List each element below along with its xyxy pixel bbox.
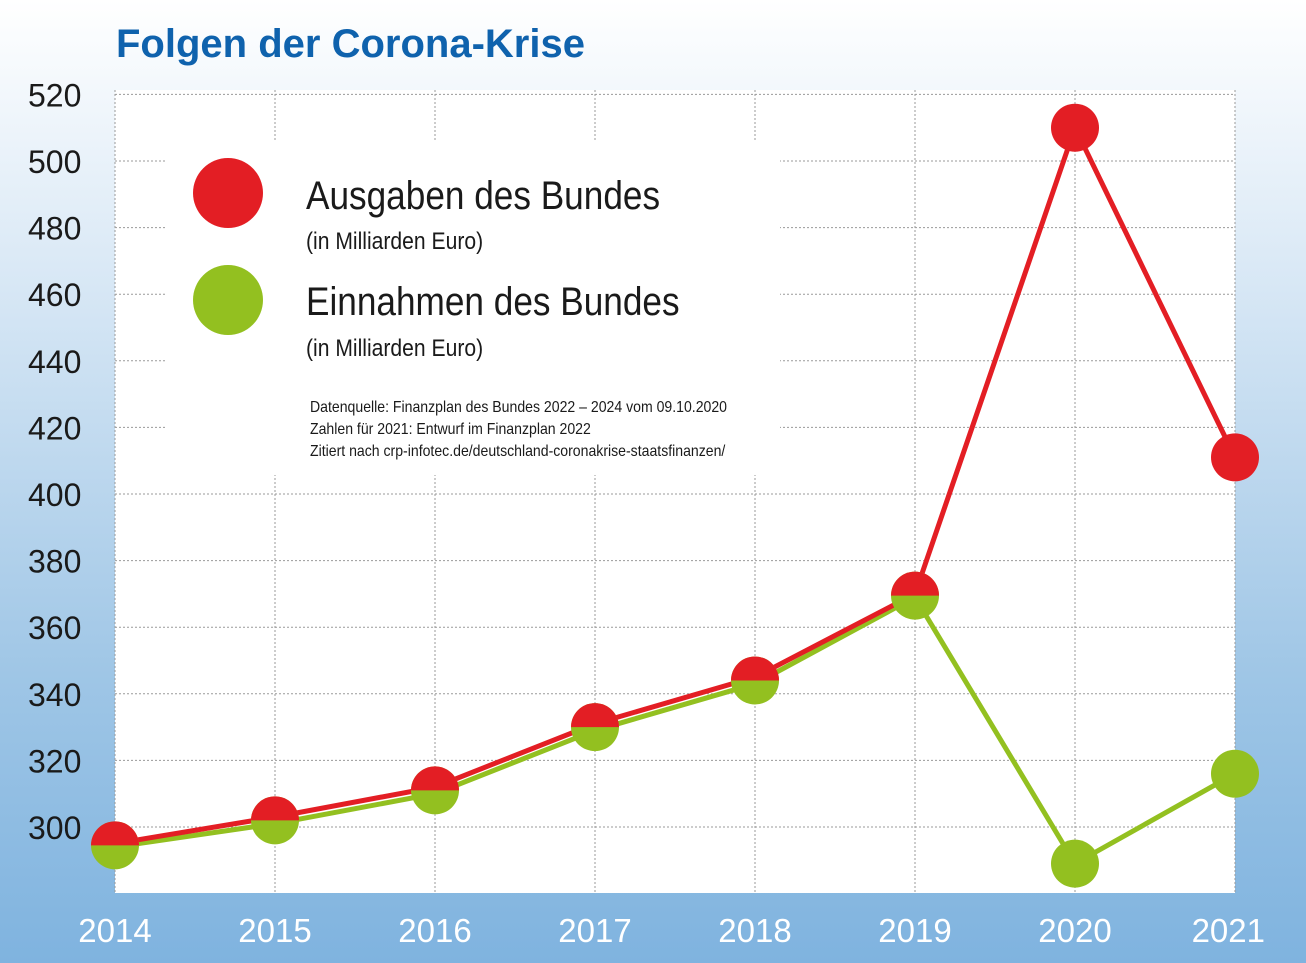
legend-background [165,140,780,475]
point-ausgaben [731,656,780,681]
legend-sublabel-einnahmen: (in Milliarden Euro) [306,335,483,362]
legend-marker-ausgaben [193,158,263,228]
x-tick-label: 2020 [1038,912,1111,949]
y-tick-label: 300 [28,810,81,846]
y-tick-label: 480 [28,211,81,247]
series-layer [91,103,1259,888]
y-tick-label: 400 [28,477,81,513]
y-tick-label: 320 [28,743,81,779]
point-ausgaben [891,571,939,596]
x-tick-label: 2016 [398,912,471,949]
y-tick-label: 460 [28,277,81,313]
point-ausgaben [1211,433,1259,482]
x-tick-label: 2021 [1192,912,1265,949]
point-einnahmen [1211,749,1259,798]
series-line-ausgaben [114,125,1238,847]
y-tick-label: 360 [28,610,81,646]
y-tick-label: 340 [28,677,81,713]
point-ausgaben [571,703,619,728]
x-tick-label: 2017 [558,912,631,949]
y-tick-label: 380 [28,544,81,580]
point-ausgaben [251,796,299,821]
source-note: Datenquelle: Finanzplan des Bundes 2022 … [310,398,727,416]
source-note: Zitiert nach crp-infotec.de/deutschland-… [310,442,726,460]
chart-title: Folgen der Corona-Krise [116,22,585,66]
y-tick-label: 440 [28,344,81,380]
legend-sublabel-ausgaben: (in Milliarden Euro) [306,228,483,255]
point-einnahmen [1051,839,1099,888]
x-tick-label: 2018 [718,912,791,949]
point-ausgaben [1051,103,1099,152]
x-tick-label: 2015 [238,912,311,949]
x-tick-label: 2014 [78,912,151,949]
y-tick-label: 420 [28,410,81,446]
x-tick-label: 2019 [878,912,951,949]
legend: Ausgaben des Bundes (in Milliarden Euro) E… [165,140,780,475]
source-note: Zahlen für 2021: Entwurf im Finanzplan 2… [310,420,591,438]
axis-labels: 300 320 340 360 380 400 420 440 460 480 500 520 2014… [28,77,1265,949]
point-ausgaben [411,766,459,791]
legend-marker-einnahmen [193,265,263,335]
legend-label-einnahmen: Einnahmen des Bundes [306,279,680,324]
point-ausgaben [91,821,139,846]
y-tick-label: 520 [28,77,81,113]
series-line-einnahmen [114,594,1237,867]
legend-label-ausgaben: Ausgaben des Bundes [306,173,660,218]
y-tick-label: 500 [28,144,81,180]
